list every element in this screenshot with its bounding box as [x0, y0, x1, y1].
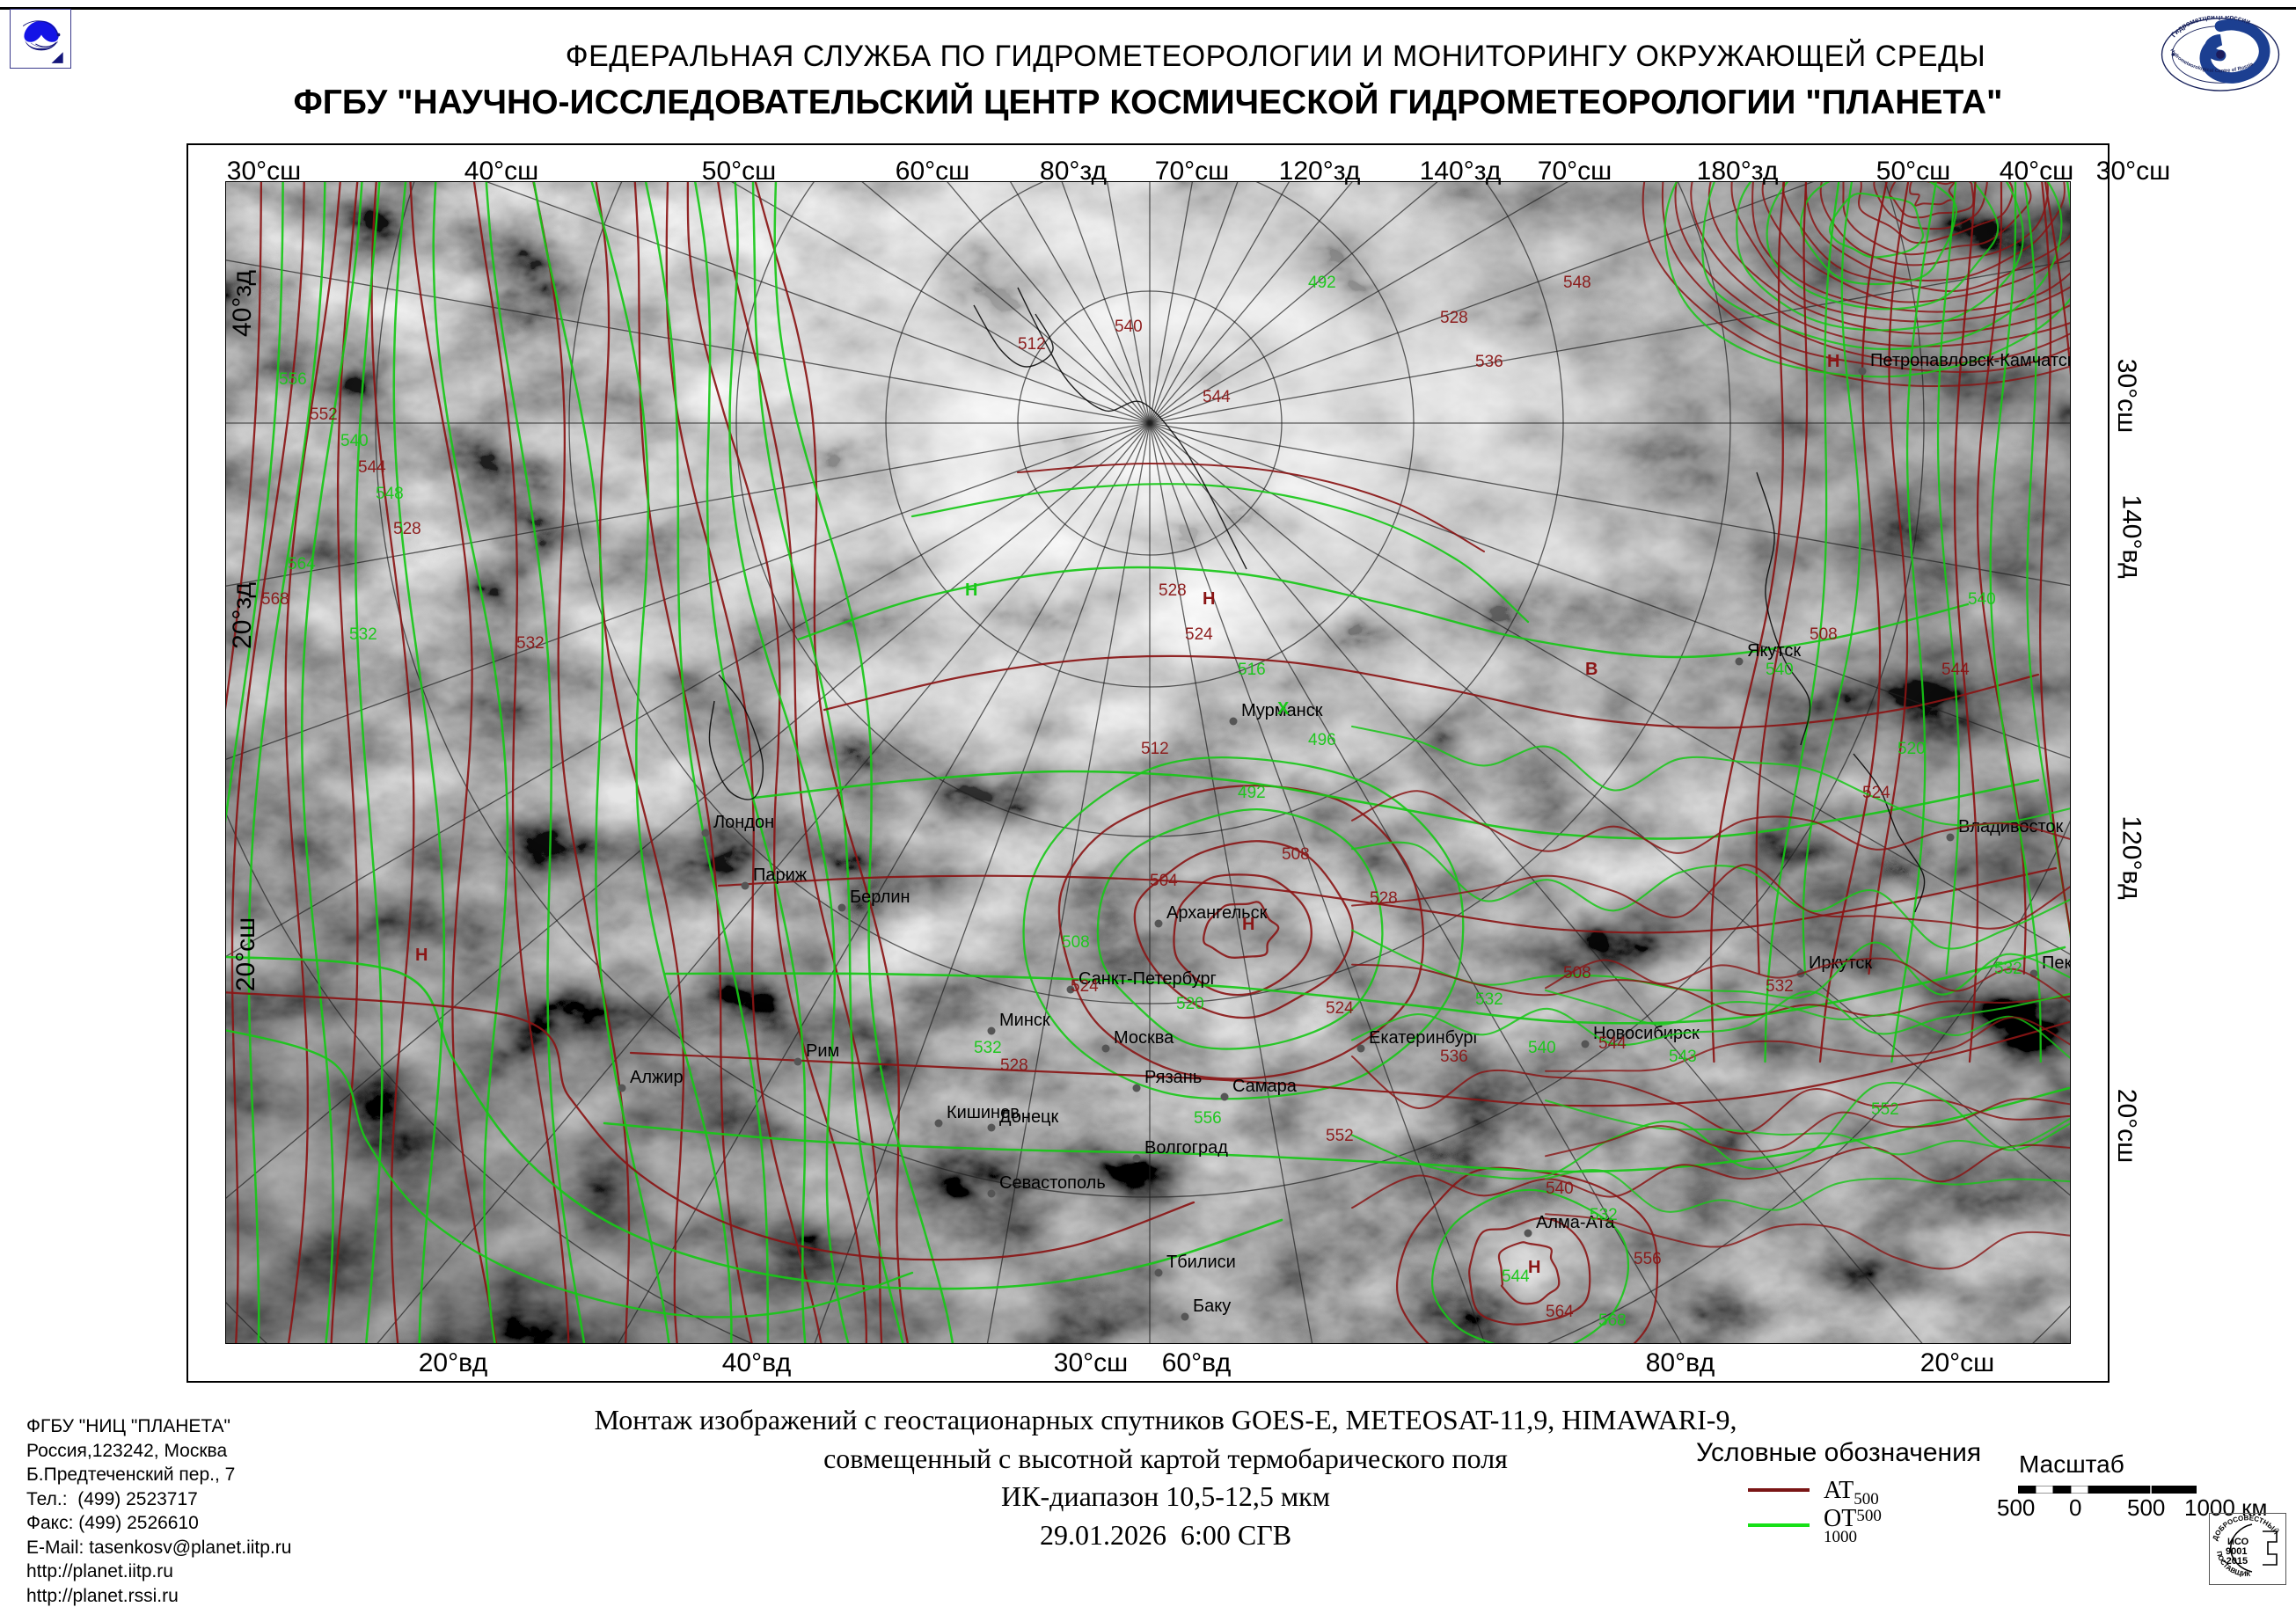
svg-text:492: 492	[1238, 784, 1266, 802]
svg-text:548: 548	[376, 485, 404, 503]
svg-text:Донецк: Донецк	[999, 1107, 1059, 1127]
svg-text:В: В	[1585, 660, 1598, 679]
svg-text:508: 508	[1062, 933, 1090, 952]
svg-text:Н: Н	[1827, 352, 1839, 371]
svg-text:544: 544	[1203, 388, 1231, 406]
svg-text:552: 552	[1871, 1100, 1899, 1119]
svg-text:536: 536	[1475, 353, 1503, 371]
svg-text:Берлин: Берлин	[850, 888, 910, 907]
svg-text:Рязань: Рязань	[1144, 1068, 1202, 1087]
svg-text:508: 508	[1563, 964, 1591, 982]
svg-text:564: 564	[1546, 1303, 1574, 1321]
svg-text:492: 492	[1308, 274, 1336, 292]
svg-text:Рим: Рим	[806, 1041, 839, 1061]
svg-text:528: 528	[1440, 309, 1468, 327]
svg-text:544: 544	[1598, 1034, 1627, 1053]
svg-text:524: 524	[1326, 999, 1354, 1018]
svg-text:Алжир: Алжир	[630, 1068, 684, 1087]
svg-text:516: 516	[1238, 661, 1266, 679]
svg-text:Баку: Баку	[1193, 1297, 1231, 1316]
svg-text:Н: Н	[965, 581, 977, 600]
svg-text:532: 532	[349, 625, 377, 644]
svg-text:532: 532	[974, 1039, 1002, 1057]
svg-text:Севастополь: Севастополь	[999, 1173, 1106, 1193]
svg-text:524: 524	[1862, 784, 1890, 802]
svg-text:520: 520	[1176, 995, 1204, 1013]
svg-text:540: 540	[1546, 1180, 1574, 1198]
svg-text:Н: Н	[1242, 915, 1254, 934]
svg-text:543: 543	[1669, 1048, 1697, 1066]
svg-text:528: 528	[1370, 889, 1398, 908]
svg-text:528: 528	[1000, 1056, 1028, 1075]
svg-text:Н: Н	[1203, 589, 1215, 609]
svg-text:540: 540	[340, 432, 369, 450]
svg-text:Владивосток: Владивосток	[1958, 817, 2064, 836]
svg-text:544: 544	[1502, 1267, 1530, 1286]
svg-text:Тбилиси: Тбилиси	[1166, 1253, 1236, 1272]
svg-text:528: 528	[1159, 581, 1187, 600]
svg-text:540: 540	[1115, 318, 1143, 336]
svg-text:528: 528	[393, 520, 421, 538]
svg-text:556: 556	[279, 370, 307, 389]
svg-text:556: 556	[1634, 1250, 1662, 1268]
svg-text:564: 564	[288, 555, 316, 573]
svg-text:532: 532	[1766, 977, 1794, 996]
svg-text:568: 568	[1598, 1311, 1627, 1330]
svg-text:512: 512	[1018, 335, 1046, 354]
svg-text:Н: Н	[415, 946, 428, 965]
svg-text:552: 552	[310, 405, 338, 424]
svg-text:532: 532	[1590, 1206, 1618, 1224]
svg-text:496: 496	[1308, 731, 1336, 749]
svg-text:Н: Н	[1528, 1258, 1540, 1277]
svg-text:524: 524	[1185, 625, 1213, 644]
svg-text:Санкт-Петербург: Санкт-Петербург	[1079, 969, 1217, 989]
svg-text:Х: Х	[1277, 699, 1290, 719]
svg-text:544: 544	[1941, 661, 1970, 679]
svg-text:Москва: Москва	[1114, 1028, 1174, 1048]
svg-text:Якутск: Якутск	[1747, 641, 1801, 661]
svg-text:508: 508	[1810, 625, 1838, 644]
svg-text:504: 504	[1150, 872, 1178, 890]
svg-text:512: 512	[1141, 740, 1169, 758]
svg-text:532: 532	[516, 634, 545, 653]
svg-text:Минск: Минск	[999, 1011, 1050, 1030]
svg-text:536: 536	[1440, 1048, 1468, 1066]
svg-text:508: 508	[1282, 845, 1310, 864]
svg-text:Париж: Париж	[753, 866, 808, 885]
svg-text:532: 532	[1475, 990, 1503, 1009]
svg-text:556: 556	[1194, 1109, 1222, 1128]
svg-text:540: 540	[1528, 1039, 1556, 1057]
svg-text:540: 540	[1968, 590, 1996, 609]
svg-text:532: 532	[1994, 960, 2022, 978]
svg-text:544: 544	[358, 458, 386, 477]
svg-text:Иркутск: Иркутск	[1809, 953, 1872, 973]
svg-text:Самара: Самара	[1232, 1077, 1298, 1096]
svg-text:540: 540	[1766, 661, 1794, 679]
svg-text:Петропавловск-Камчатский: Петропавловск-Камчатский	[1870, 351, 2071, 370]
svg-text:524: 524	[1071, 977, 1099, 996]
svg-text:Волгоград: Волгоград	[1144, 1138, 1228, 1158]
svg-text:568: 568	[261, 590, 289, 609]
svg-text:548: 548	[1563, 274, 1591, 292]
svg-text:520: 520	[1897, 740, 1926, 758]
svg-text:Лондон: Лондон	[713, 813, 774, 832]
svg-text:552: 552	[1326, 1127, 1354, 1145]
